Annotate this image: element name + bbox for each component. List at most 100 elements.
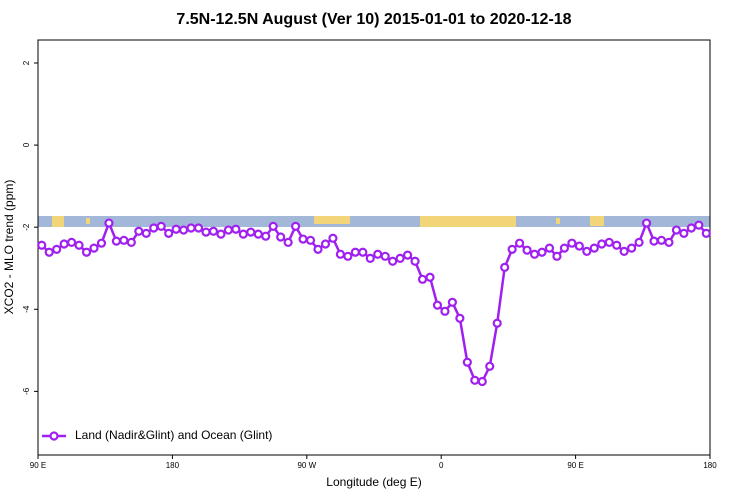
data-point: [619, 246, 629, 256]
data-point: [59, 239, 69, 249]
data-point: [208, 226, 219, 236]
data-point: [440, 306, 450, 316]
data-point: [350, 247, 360, 257]
x-tick-label: 180: [166, 461, 180, 470]
legend-marker: [49, 431, 59, 441]
chart-title: 7.5N-12.5N August (Ver 10) 2015-01-01 to…: [176, 11, 571, 28]
y-tick-label: 2: [22, 60, 31, 65]
data-point: [559, 243, 570, 253]
data-point: [514, 238, 525, 248]
data-point: [44, 247, 54, 257]
data-point: [119, 235, 129, 245]
x-tick-label: 180: [703, 461, 717, 470]
x-tick-label: 90 E: [567, 461, 583, 470]
y-tick-label: 0: [22, 142, 31, 147]
data-point: [597, 239, 607, 249]
data-point: [328, 233, 338, 243]
data-point: [223, 225, 233, 235]
data-point: [380, 251, 390, 261]
data-point: [656, 235, 667, 245]
data-point: [447, 297, 457, 307]
data-point: [537, 247, 547, 257]
data-point: [567, 238, 577, 248]
data-point: [283, 237, 293, 247]
data-point: [171, 224, 181, 234]
x-tick-label: 0: [439, 461, 444, 470]
data-point: [477, 376, 487, 387]
x-axis-label: Longitude (deg E): [326, 475, 421, 489]
y-axis-label: XCO2 - MLO trend (ppm): [2, 180, 16, 315]
data-point: [313, 244, 323, 254]
data-point: [425, 272, 435, 282]
data-point: [582, 246, 592, 256]
data-point: [694, 220, 704, 230]
data-point: [149, 223, 159, 233]
data-point: [522, 245, 532, 255]
data-point: [410, 256, 420, 266]
data-point: [612, 240, 622, 250]
data-point: [37, 240, 47, 250]
data-point: [111, 236, 122, 246]
series-line: [40, 219, 708, 383]
data-point: [186, 223, 196, 233]
data-point: [193, 223, 204, 233]
data-point: [507, 244, 517, 254]
data-point: [373, 249, 383, 259]
data-point: [574, 241, 584, 251]
x-tick-label: 90 W: [297, 461, 316, 470]
y-tick-label: -6: [22, 387, 31, 395]
data-point: [305, 235, 316, 245]
data-point: [626, 243, 637, 253]
data-point: [500, 262, 510, 273]
data-point: [81, 247, 92, 257]
data-point: [246, 227, 256, 237]
y-tick-label: -4: [22, 305, 31, 313]
data-point: [492, 318, 502, 328]
data-point: [179, 225, 189, 235]
data-point: [589, 243, 599, 253]
data-point: [89, 243, 99, 253]
data-point: [358, 247, 368, 257]
data-point: [156, 221, 166, 231]
y-tick-label: -2: [22, 223, 31, 231]
data-point: [343, 251, 353, 261]
data-point: [701, 228, 711, 238]
data-point: [529, 249, 540, 259]
data-point: [388, 256, 398, 266]
x-tick-label: 90 E: [30, 461, 46, 470]
data-point: [320, 239, 331, 249]
data-point: [462, 357, 472, 367]
data-point: [298, 234, 308, 244]
data-point: [671, 225, 682, 235]
data-point: [52, 244, 62, 254]
data-point: [365, 253, 375, 263]
data-point: [634, 237, 644, 247]
data-point: [96, 238, 107, 248]
data-point: [649, 236, 659, 246]
data-point: [216, 229, 226, 239]
data-point: [679, 228, 689, 238]
data-point: [552, 251, 562, 261]
data-point: [417, 274, 428, 284]
legend-label: Land (Nadir&Glint) and Ocean (Glint): [75, 428, 272, 442]
data-point: [141, 228, 151, 238]
data-point: [395, 253, 405, 263]
data-point: [66, 237, 77, 247]
data-point: [74, 240, 84, 250]
data-point: [335, 249, 345, 259]
map-strip: [38, 216, 710, 227]
data-point: [134, 226, 144, 236]
data-point: [470, 375, 480, 385]
data-point: [238, 229, 248, 239]
data-point: [604, 237, 614, 247]
data-point: [261, 231, 271, 241]
data-point: [253, 229, 263, 239]
data-point: [268, 221, 278, 231]
data-point: [664, 237, 674, 247]
data-point: [276, 232, 286, 242]
data-point: [641, 218, 652, 228]
data-point: [104, 218, 114, 228]
data-point: [201, 227, 211, 237]
plot-frame: [37, 39, 711, 456]
